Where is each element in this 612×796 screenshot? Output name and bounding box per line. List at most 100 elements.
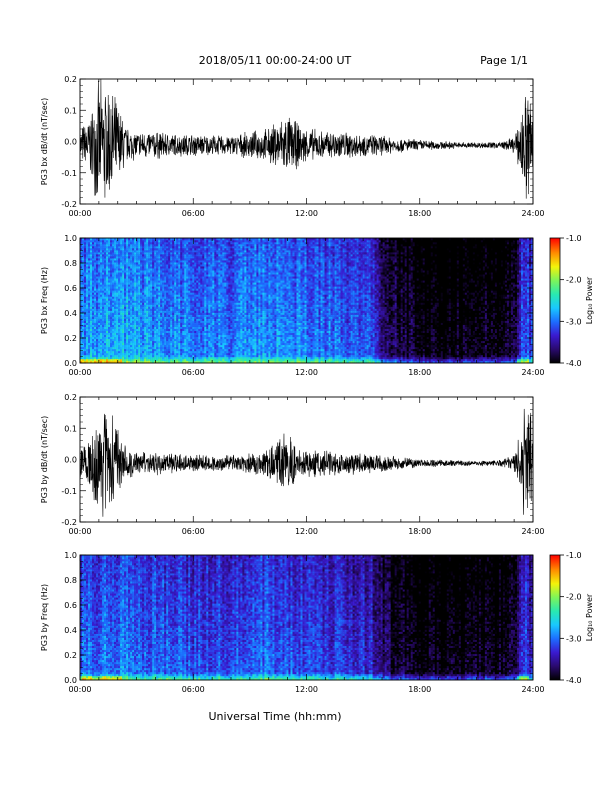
spectrogram-cell (138, 343, 140, 345)
spectrogram-cell (142, 323, 144, 325)
spectrogram-cell (88, 327, 90, 329)
spectrogram-cell (96, 258, 98, 260)
spectrogram-cell (132, 353, 134, 355)
spectrogram-cell (214, 319, 216, 321)
spectrogram-cell (136, 290, 138, 292)
spectrogram-cell (158, 337, 160, 339)
spectrogram-cell (224, 294, 226, 296)
spectrogram-cell (186, 294, 188, 296)
spectrogram-cell (106, 315, 108, 317)
spectrogram-cell (192, 313, 194, 315)
spectrogram-cell (204, 250, 206, 252)
spectrogram-cell (172, 248, 174, 250)
spectrogram-cell (102, 264, 104, 266)
spectrogram-cell (136, 264, 138, 266)
spectrogram-cell (194, 345, 196, 347)
spectrogram-cell (120, 333, 122, 335)
spectrogram-cell (148, 246, 150, 248)
spectrogram-cell (200, 248, 202, 250)
spectrogram-cell (88, 246, 90, 248)
spectrogram-cell (206, 333, 208, 335)
spectrogram-cell (232, 331, 234, 333)
spectrogram-cell (234, 240, 236, 242)
spectrogram-cell (160, 282, 162, 284)
spectrogram-cell (96, 301, 98, 303)
spectrogram-cell (166, 345, 168, 347)
spectrogram-cell (108, 266, 110, 268)
spectrogram-cell (228, 315, 230, 317)
spectrogram-cell (154, 317, 156, 319)
spectrogram-cell (130, 345, 132, 347)
spectrogram-cell (132, 276, 134, 278)
spectrogram-cell (232, 335, 234, 337)
spectrogram-cell (166, 349, 168, 351)
spectrogram-cell (198, 349, 200, 351)
spectrogram-cell (124, 327, 126, 329)
spectrogram-cell (180, 323, 182, 325)
spectrogram-cell (228, 288, 230, 290)
spectrogram-cell (104, 290, 106, 292)
spectrogram-cell (88, 351, 90, 353)
spectrogram-cell (142, 359, 144, 361)
spectrogram-cell (232, 327, 234, 329)
spectrogram-cell (182, 305, 184, 307)
spectrogram-cell (174, 280, 176, 282)
spectrogram-cell (220, 349, 222, 351)
spectrogram-cell (224, 298, 226, 300)
spectrogram-cell (214, 262, 216, 264)
spectrogram-cell (98, 355, 100, 357)
spectrogram-cell (92, 355, 94, 357)
spectrogram-cell (140, 311, 142, 313)
spectrogram-cell (212, 315, 214, 317)
spectrogram-cell (122, 355, 124, 357)
spectrogram-cell (110, 248, 112, 250)
spectrogram-cell (140, 264, 142, 266)
spectrogram-cell (112, 323, 114, 325)
spectrogram-cell (184, 268, 186, 270)
spectrogram-cell (150, 347, 152, 349)
spectrogram-cell (140, 331, 142, 333)
spectrogram-cell (202, 327, 204, 329)
spectrogram-cell (120, 242, 122, 244)
spectrogram-cell (208, 272, 210, 274)
spectrogram-cell (110, 305, 112, 307)
spectrogram-cell (90, 335, 92, 337)
spectrogram-cell (214, 264, 216, 266)
spectrogram-cell (112, 260, 114, 262)
spectrogram-cell (208, 256, 210, 258)
spectrogram-cell (126, 331, 128, 333)
spectrogram-cell (146, 315, 148, 317)
spectrogram-cell (114, 355, 116, 357)
spectrogram-cell (134, 329, 136, 331)
spectrogram-cell (226, 250, 228, 252)
spectrogram-cell (114, 311, 116, 313)
spectrogram-cell (106, 282, 108, 284)
spectrogram-cell (202, 359, 204, 361)
spectrogram-cell (132, 319, 134, 321)
spectrogram-cell (140, 349, 142, 351)
spectrogram-cell (108, 347, 110, 349)
spectrogram-cell (166, 248, 168, 250)
spectrogram-cell (212, 335, 214, 337)
spectrogram-cell (160, 347, 162, 349)
spectrogram-cell (106, 260, 108, 262)
spectrogram-cell (84, 325, 86, 327)
spectrogram-cell (100, 329, 102, 331)
spectrogram-cell (146, 355, 148, 357)
spectrogram-cell (126, 311, 128, 313)
spectrogram-cell (190, 254, 192, 256)
spectrogram-cell (228, 286, 230, 288)
spectrogram-cell (134, 333, 136, 335)
spectrogram-cell (156, 337, 158, 339)
spectrogram-cell (104, 303, 106, 305)
spectrogram-cell (186, 246, 188, 248)
spectrogram-cell (138, 274, 140, 276)
spectrogram-cell (234, 246, 236, 248)
spectrogram-cell (144, 254, 146, 256)
spectrogram-cell (220, 264, 222, 266)
spectrogram-cell (106, 325, 108, 327)
spectrogram-cell (104, 327, 106, 329)
spectrogram-cell (96, 254, 98, 256)
spectrogram-cell (118, 341, 120, 343)
spectrogram-cell (218, 282, 220, 284)
